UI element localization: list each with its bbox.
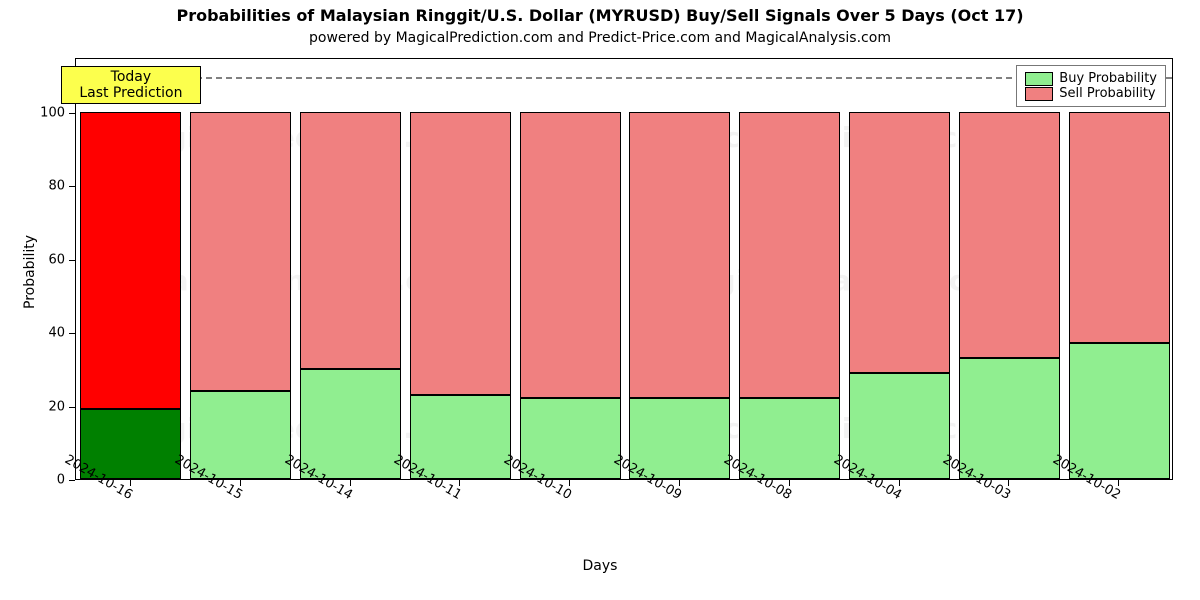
x-axis-label: Days	[0, 558, 1200, 574]
legend: Buy ProbabilitySell Probability	[1016, 65, 1166, 107]
y-tick	[69, 186, 75, 187]
legend-item: Buy Probability	[1025, 71, 1157, 86]
x-tick	[899, 480, 900, 486]
bar-sell	[80, 112, 181, 409]
y-axis-label: Probability	[22, 235, 38, 309]
bar-sell	[849, 112, 950, 373]
x-tick	[789, 480, 790, 486]
legend-label: Sell Probability	[1059, 86, 1155, 101]
today-annotation: Today Last Prediction	[61, 66, 201, 104]
x-tick	[1118, 480, 1119, 486]
y-tick	[69, 407, 75, 408]
bar-group	[520, 112, 621, 479]
x-tick	[1008, 480, 1009, 486]
x-tick	[240, 480, 241, 486]
y-tick-label: 40	[35, 326, 65, 341]
y-tick	[69, 333, 75, 334]
x-tick	[459, 480, 460, 486]
bar-buy	[410, 395, 511, 479]
bar-group	[629, 112, 730, 479]
y-tick	[69, 260, 75, 261]
y-tick	[69, 480, 75, 481]
y-tick-label: 100	[35, 106, 65, 121]
bar-sell	[410, 112, 511, 395]
bar-group	[80, 112, 181, 479]
chart-subtitle: powered by MagicalPrediction.com and Pre…	[0, 30, 1200, 46]
x-tick	[130, 480, 131, 486]
y-tick-label: 80	[35, 179, 65, 194]
x-tick	[569, 480, 570, 486]
x-tick	[679, 480, 680, 486]
annotation-line1: Today	[62, 69, 200, 86]
bar-group	[1069, 112, 1170, 479]
legend-item: Sell Probability	[1025, 86, 1157, 101]
y-tick-label: 20	[35, 399, 65, 414]
bar-sell	[520, 112, 621, 398]
bar-sell	[739, 112, 840, 398]
legend-label: Buy Probability	[1059, 71, 1157, 86]
bar-buy	[1069, 343, 1170, 479]
bar-group	[300, 112, 401, 479]
bars-layer	[76, 59, 1172, 479]
bar-group	[190, 112, 291, 479]
plot-area: MagicalPrediction.comMagicalPrediction.c…	[75, 58, 1173, 480]
bar-sell	[190, 112, 291, 391]
bar-group	[739, 112, 840, 479]
y-tick-label: 0	[35, 473, 65, 488]
bar-group	[849, 112, 950, 479]
bar-group	[410, 112, 511, 479]
chart-title: Probabilities of Malaysian Ringgit/U.S. …	[0, 6, 1200, 25]
bar-sell	[1069, 112, 1170, 343]
legend-swatch	[1025, 87, 1053, 101]
annotation-line2: Last Prediction	[62, 85, 200, 102]
x-tick	[350, 480, 351, 486]
bar-buy	[190, 391, 291, 479]
bar-buy	[849, 373, 950, 479]
bar-sell	[959, 112, 1060, 358]
y-tick-label: 60	[35, 252, 65, 267]
y-tick	[69, 113, 75, 114]
bar-sell	[300, 112, 401, 369]
bar-group	[959, 112, 1060, 479]
bar-sell	[629, 112, 730, 398]
legend-swatch	[1025, 72, 1053, 86]
chart-figure: Probabilities of Malaysian Ringgit/U.S. …	[0, 0, 1200, 600]
